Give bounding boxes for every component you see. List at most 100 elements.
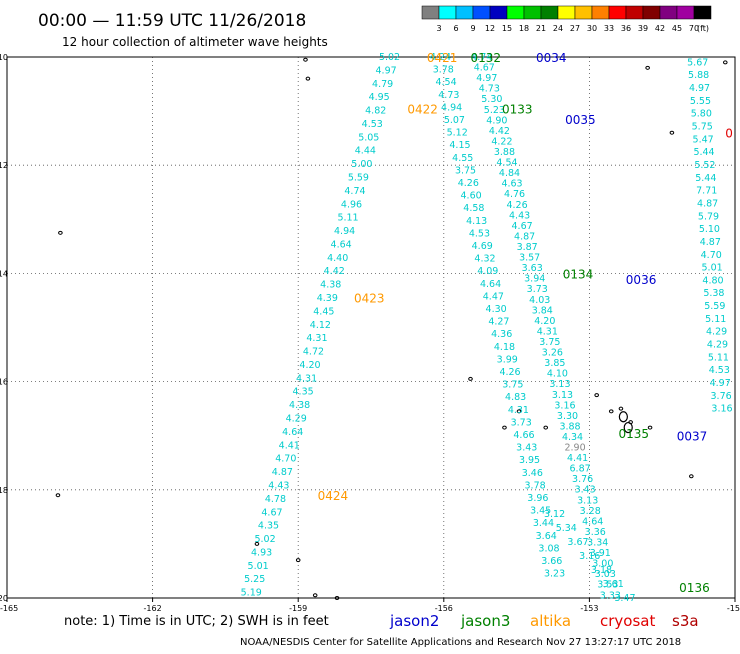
- island: [305, 76, 311, 81]
- footer-credit: NOAA/NESDIS Center for Satellite Applica…: [240, 637, 681, 648]
- colorbar-swatch: [642, 5, 661, 20]
- y-tick-label: -10: [0, 53, 8, 62]
- legend-entry: altika: [530, 612, 571, 630]
- swh-value: 4.60: [461, 191, 482, 202]
- swh-value: 4.10: [547, 369, 568, 380]
- swh-value: 3.75: [455, 165, 476, 176]
- swh-value: 5.30: [481, 94, 502, 105]
- colorbar-swatch: [574, 5, 593, 20]
- swh-value: 3.13: [552, 390, 573, 401]
- swh-value: 4.20: [299, 360, 320, 371]
- swh-value: 4.32: [474, 254, 495, 265]
- swh-value: 4.73: [438, 90, 459, 101]
- swh-value: 2.90: [564, 443, 585, 454]
- island: [516, 409, 522, 414]
- swh-value: 3.34: [587, 538, 608, 549]
- swh-value: 4.84: [499, 168, 520, 179]
- swh-value: 4.94: [334, 226, 355, 237]
- swh-value: 3.67: [567, 537, 588, 548]
- swh-value: 5.79: [698, 211, 719, 222]
- colorbar-label: 33: [604, 24, 614, 33]
- swh-value: 3.26: [542, 348, 563, 359]
- island: [594, 393, 599, 398]
- pass-label: 0422: [407, 102, 438, 116]
- pass-label: 0133: [502, 102, 533, 116]
- swh-value: 4.40: [327, 253, 348, 264]
- swh-value: 4.13: [466, 216, 487, 227]
- pass-label: 0136: [679, 581, 710, 595]
- footer-note: note: 1) Time is in UTC; 2) SWH is in fe…: [64, 614, 329, 629]
- island: [689, 474, 694, 479]
- pass-label: 0135: [619, 427, 650, 441]
- island: [312, 593, 318, 598]
- legend-entry: jason2: [389, 612, 439, 630]
- legend-entry: s3a: [672, 612, 699, 630]
- legend-entry: jason3: [460, 612, 510, 630]
- swh-value: 5.12: [447, 128, 468, 139]
- swh-value: 4.97: [689, 83, 710, 94]
- colorbar-label: 27: [570, 24, 580, 33]
- swh-value: 3.43: [575, 485, 596, 496]
- swh-value: 4.38: [289, 400, 310, 411]
- island: [303, 57, 308, 62]
- swh-value: 4.76: [504, 189, 525, 200]
- swh-value: 4.79: [372, 79, 393, 90]
- swh-value: 5.34: [556, 523, 577, 534]
- swh-value: 4.38: [320, 280, 341, 291]
- swh-value: 4.29: [286, 414, 307, 425]
- swh-value: 4.09: [477, 266, 498, 277]
- swh-value: 5.38: [703, 288, 724, 299]
- swh-value: 3.94: [524, 274, 545, 285]
- y-axis: -10 -12 -14 -16 -18 -20: [0, 53, 8, 603]
- colorbar-label: 70: [689, 24, 699, 33]
- colorbar-label: 3: [436, 24, 441, 33]
- swh-value: 4.82: [365, 106, 386, 117]
- x-tick-label: -162: [144, 604, 162, 613]
- swh-value: 3.12: [544, 509, 565, 520]
- swh-value: 3.43: [516, 443, 537, 454]
- swh-value: 4.78: [265, 494, 286, 505]
- x-tick-label: -153: [580, 604, 598, 613]
- swh-value: 3.03: [595, 569, 616, 580]
- island: [722, 60, 728, 65]
- swh-value: 3.75: [502, 380, 523, 391]
- swh-value: 3.13: [549, 379, 570, 390]
- island: [543, 425, 549, 430]
- colorbar-swatch: [659, 5, 678, 20]
- swh-value: 4.58: [463, 203, 484, 214]
- swh-value: 4.31: [296, 373, 317, 384]
- colorbar-swatch: [455, 5, 474, 20]
- swh-value: 3.30: [557, 411, 578, 422]
- swh-value: 4.73: [479, 84, 500, 95]
- swh-value: 3.53: [597, 580, 618, 591]
- swh-value: 3.00: [592, 559, 613, 570]
- swh-value: 4.64: [582, 516, 603, 527]
- colorbar-label: 36: [621, 24, 631, 33]
- swh-value: 4.12: [310, 320, 331, 331]
- swh-value: 4.29: [706, 327, 727, 338]
- swh-value: 4.03: [529, 295, 550, 306]
- pass-label: 0132: [470, 51, 501, 65]
- swh-value: 4.64: [480, 279, 501, 290]
- swh-value: 4.43: [268, 480, 289, 491]
- swh-value: 4.36: [491, 329, 512, 340]
- island: [618, 411, 628, 423]
- swh-value: 3.96: [527, 493, 548, 504]
- swh-value: 3.64: [536, 531, 557, 542]
- y-tick-label: -18: [0, 486, 8, 495]
- swh-value: 4.87: [697, 198, 718, 209]
- colorbar-label: 21: [536, 24, 546, 33]
- swh-value: 4.66: [513, 430, 534, 441]
- swh-value: 3.73: [511, 417, 532, 428]
- swh-value: 6.87: [570, 464, 591, 475]
- island: [334, 596, 340, 600]
- x-tick-label: -165: [0, 604, 18, 613]
- swh-value: 5.23: [484, 105, 505, 116]
- island: [623, 421, 633, 434]
- island: [669, 130, 675, 135]
- colorbar-label: 15: [502, 24, 512, 33]
- pass-labels: 0421 0422 0423 0424 0132 0133 0134 0135 0136 0034…: [318, 51, 733, 595]
- colorbar-swatch: [438, 5, 457, 20]
- swh-value: 4.83: [505, 392, 526, 403]
